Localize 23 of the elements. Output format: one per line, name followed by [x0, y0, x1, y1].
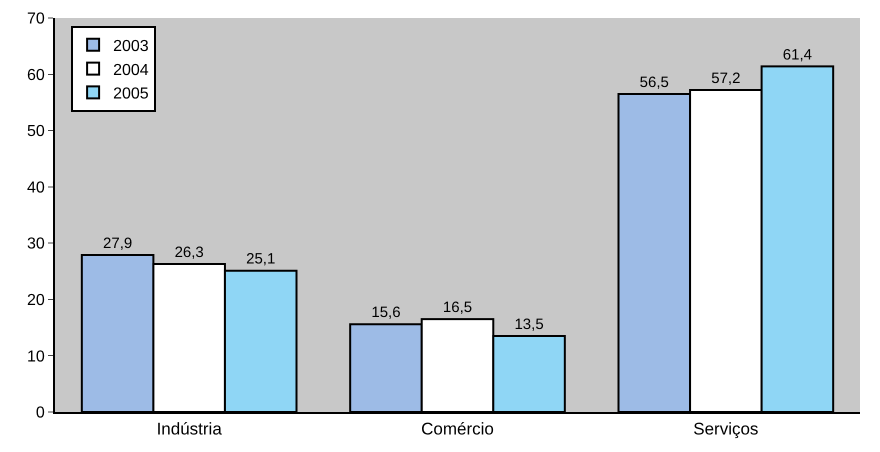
x-tick-label: Indústria	[156, 419, 222, 438]
y-tick-label: 10	[27, 348, 45, 366]
y-tick-label: 30	[27, 236, 45, 253]
legend-label: 2003	[113, 38, 149, 56]
data-label: 27,9	[103, 234, 132, 252]
y-tick-label: 60	[27, 66, 45, 84]
y-tick-label: 0	[36, 404, 45, 422]
y-tick-label: 40	[27, 179, 45, 196]
y-tick-label: 50	[27, 123, 45, 140]
data-label: 15,6	[371, 304, 401, 322]
data-label: 25,1	[246, 250, 276, 268]
y-tick-label: 20	[27, 292, 45, 310]
data-label: 13,5	[514, 316, 544, 334]
data-label: 61,4	[782, 46, 812, 64]
x-tick-label: Comércio	[421, 419, 494, 438]
legend-label: 2005	[113, 86, 149, 103]
legend-label: 2004	[113, 62, 149, 79]
data-label: 57,2	[711, 70, 740, 88]
data-label: 26,3	[174, 244, 204, 261]
data-label: 56,5	[640, 74, 669, 91]
x-tick-label: Serviços	[693, 419, 758, 438]
y-tick-label: 70	[27, 10, 45, 28]
data-label: 16,5	[442, 299, 472, 316]
